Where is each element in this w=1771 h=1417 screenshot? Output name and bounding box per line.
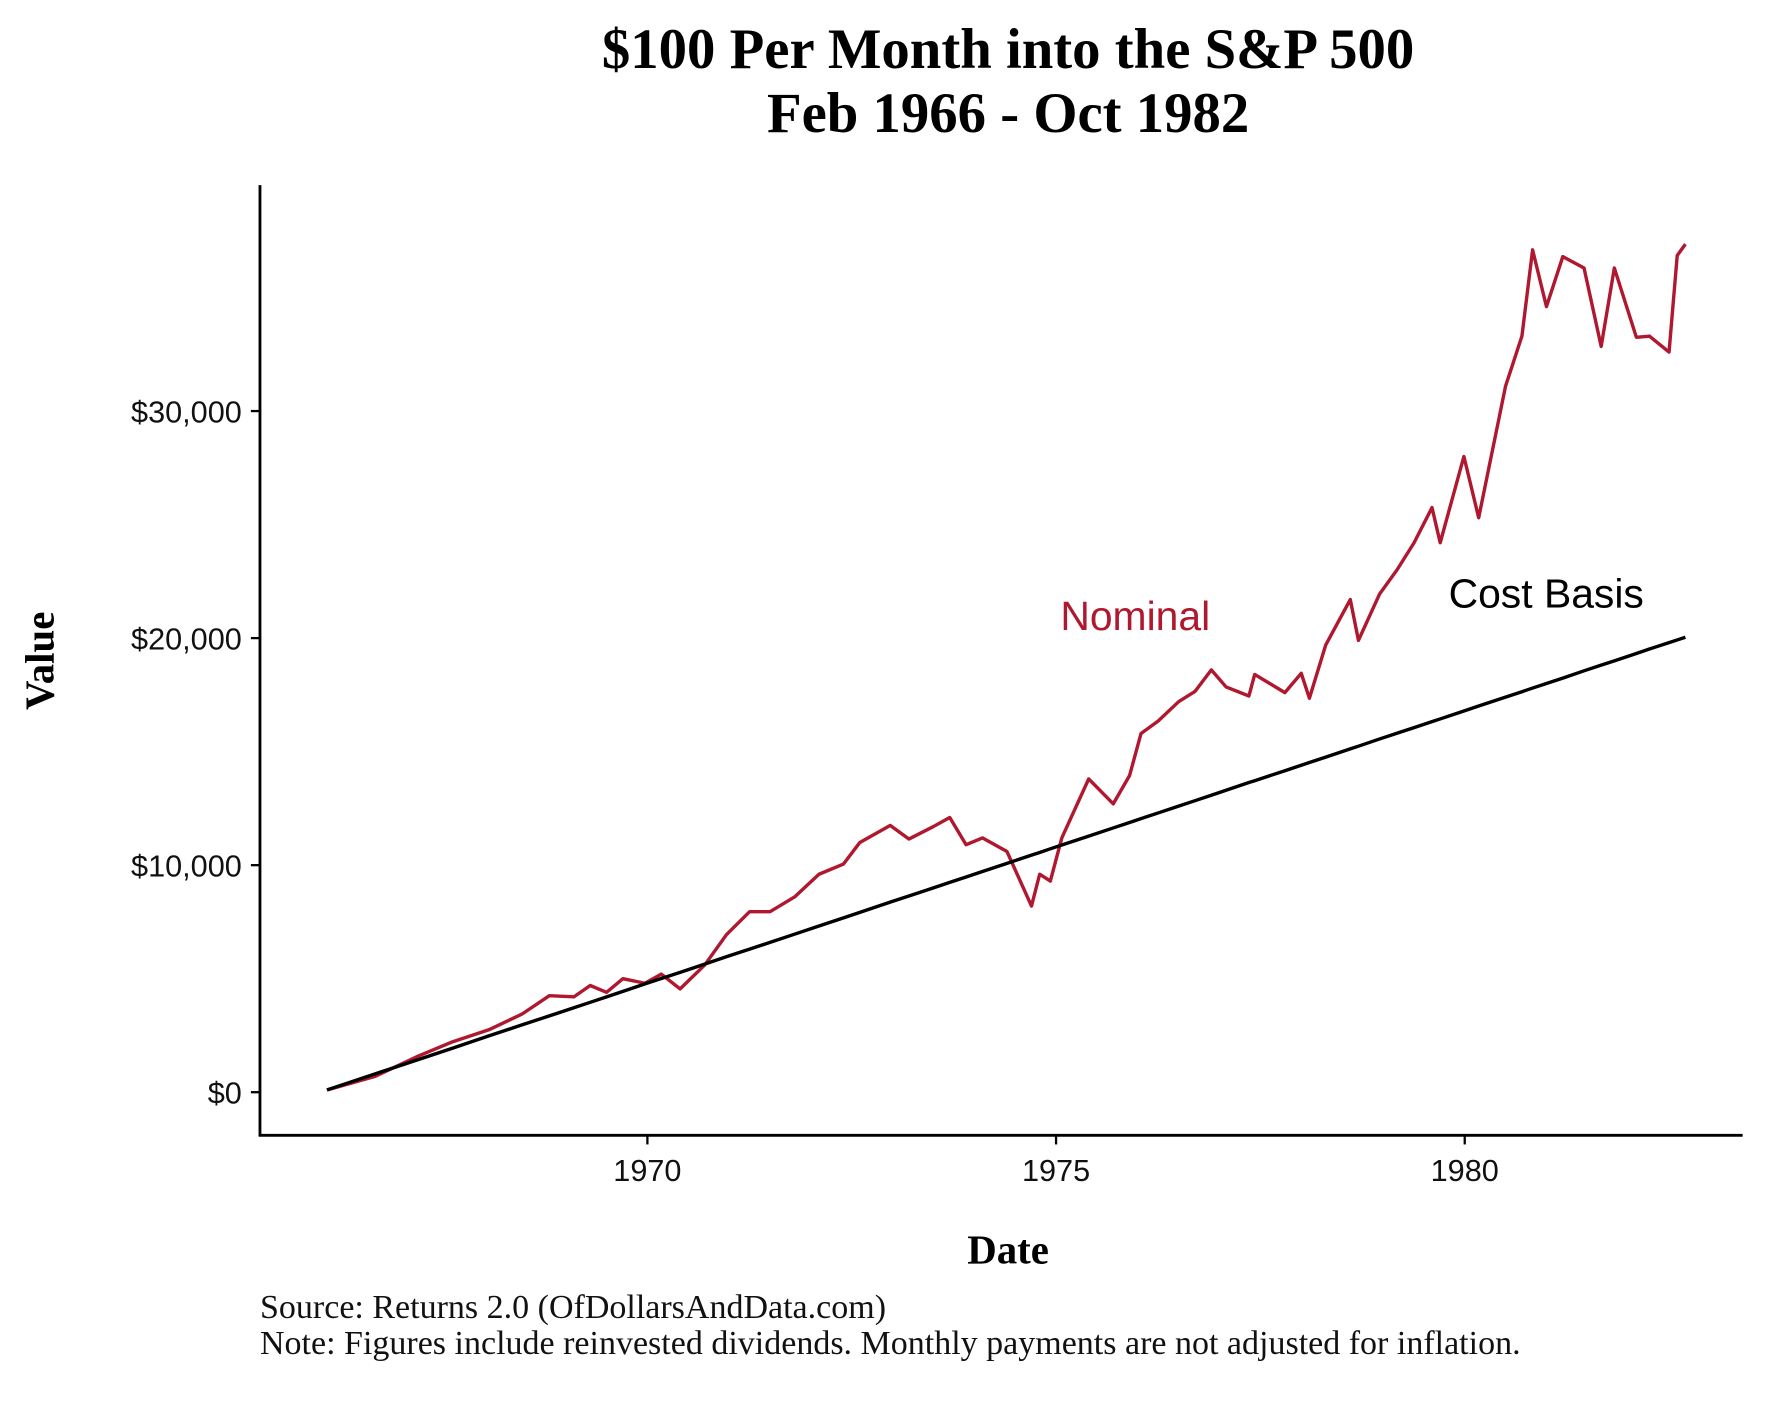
- y-tick-label: $10,000: [131, 850, 242, 884]
- series-label: Cost Basis: [1449, 570, 1644, 616]
- x-tick-label: 1975: [1022, 1154, 1090, 1188]
- x-tick-label: 1980: [1431, 1154, 1499, 1188]
- note: Note: Figures include reinvested dividen…: [260, 1325, 1521, 1362]
- source: Source: Returns 2.0 (OfDollarsAndData.co…: [260, 1289, 887, 1326]
- chart-title: $100 Per Month into the S&P 500: [602, 18, 1414, 81]
- y-tick-label: $20,000: [131, 622, 242, 656]
- series-label: Nominal: [1060, 593, 1210, 639]
- x-tick-label: 1970: [613, 1154, 681, 1188]
- y-tick-label: $0: [208, 1077, 242, 1111]
- chart-subtitle: Feb 1966 - Oct 1982: [767, 82, 1249, 145]
- line-series: [326, 635, 1686, 1092]
- caption: Source: Returns 2.0 (OfDollarsAndData.co…: [260, 1290, 1700, 1362]
- y-axis-label: Value: [17, 612, 62, 710]
- line-series: [326, 243, 1687, 1092]
- y-tick-label: $30,000: [131, 395, 242, 429]
- x-axis-label: Date: [967, 1228, 1049, 1273]
